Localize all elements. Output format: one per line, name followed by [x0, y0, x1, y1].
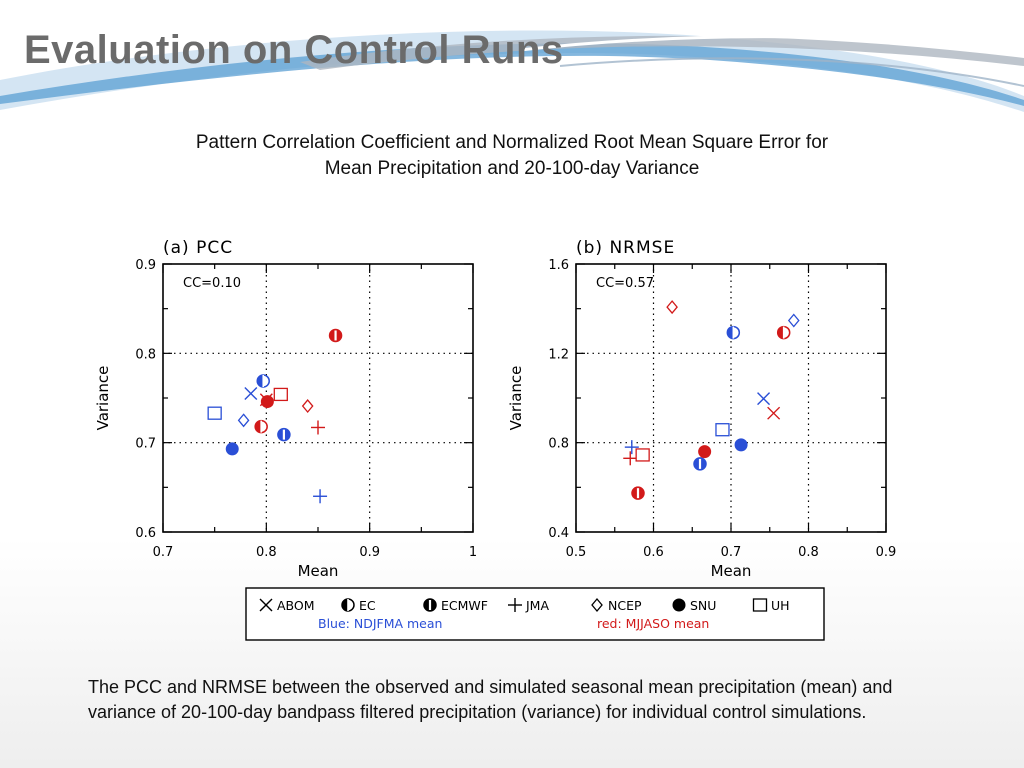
x-tick-label: 0.5 — [566, 545, 587, 560]
point-snu-blue — [734, 438, 748, 452]
point-snu-blue — [225, 442, 239, 456]
subtitle-line-2: Mean Precipitation and 20-100-day Varian… — [324, 158, 700, 179]
legend-label-ecmwf: ECMWF — [441, 598, 488, 613]
point-jma-blue — [313, 489, 328, 504]
subtitle-line-1: Pattern Correlation Coefficient and Norm… — [195, 132, 829, 153]
x-tick-label: 0.8 — [798, 545, 819, 560]
point-uh-blue — [207, 406, 222, 420]
chart-title: (b) NRMSE — [576, 238, 675, 258]
y-tick-label: 1.2 — [548, 347, 569, 362]
point-ec-red — [254, 419, 268, 434]
y-axis-label: Variance — [507, 366, 525, 431]
legend-marker-jma — [508, 598, 522, 612]
chart-pcc: 0.7 0.8 0.9 1 0.6 0.7 0.8 0.9 (a) PCC CC=0.10 Mean… — [94, 238, 477, 580]
legend-box — [245, 587, 825, 641]
legend-label-ncep: NCEP — [608, 598, 642, 613]
legend-marker-abom — [259, 598, 273, 612]
point-abom-red — [767, 406, 781, 420]
point-ncep-blue — [787, 313, 800, 328]
x-tick-label: 0.7 — [721, 545, 742, 560]
point-jma-red — [623, 451, 638, 466]
point-snu-red — [698, 445, 712, 459]
point-snu-red — [260, 395, 274, 409]
point-uh-red — [273, 387, 288, 402]
figure-caption: The PCC and NRMSE between the observed a… — [88, 677, 893, 722]
cc-annotation: CC=0.57 — [596, 276, 654, 291]
legend-marker-ncep — [591, 597, 603, 613]
point-ncep-blue — [237, 413, 250, 428]
legend-marker-ec — [341, 598, 355, 612]
cc-annotation: CC=0.10 — [183, 276, 241, 291]
header-swoosh-decoration — [0, 30, 1024, 113]
x-axis-label: Mean — [298, 562, 339, 580]
y-tick-label: 0.9 — [135, 258, 156, 273]
legend-red-label: red: MJJASO mean — [597, 616, 709, 631]
legend-marker-snu — [672, 598, 686, 612]
y-tick-label: 1.6 — [548, 258, 569, 273]
y-tick-label: 0.8 — [135, 347, 156, 362]
scatter-charts: 0.7 0.8 0.9 1 0.6 0.7 0.8 0.9 (a) PCC CC=0.10 Mean… — [94, 238, 896, 641]
legend: ABOM EC ECMWF JMA NCEP SNU UH Blue: NDJFMA mean… — [245, 587, 825, 641]
point-ecmwf-blue — [277, 427, 291, 442]
point-jma-red — [311, 420, 325, 435]
point-ec-blue — [726, 325, 741, 340]
legend-label-snu: SNU — [690, 598, 716, 613]
point-ecmwf-red — [328, 328, 343, 343]
y-axis-label: Variance — [94, 366, 112, 431]
x-tick-label: 0.8 — [256, 545, 277, 560]
y-tick-label: 0.6 — [135, 526, 156, 541]
x-tick-label: 0.7 — [153, 545, 174, 560]
figure-subtitle: Pattern Correlation Coefficient and Norm… — [0, 130, 1024, 182]
x-tick-label: 1 — [469, 545, 477, 560]
x-tick-label: 0.9 — [876, 545, 897, 560]
legend-label-uh: UH — [771, 598, 790, 613]
point-uh-red — [635, 448, 650, 462]
point-ec-red — [776, 325, 791, 340]
point-ecmwf-red — [631, 486, 645, 500]
y-tick-label: 0.4 — [548, 526, 569, 541]
legend-label-ec: EC — [359, 598, 376, 613]
point-uh-blue — [715, 423, 730, 437]
slide-title: Evaluation on Control Runs — [24, 28, 564, 72]
point-abom-blue — [244, 387, 258, 401]
plot-frame — [575, 263, 887, 533]
legend-blue-label: Blue: NDJFMA mean — [318, 616, 442, 631]
legend-label-abom: ABOM — [277, 598, 315, 613]
x-tick-label: 0.6 — [643, 545, 664, 560]
legend-marker-uh — [752, 598, 768, 612]
point-ecmwf-blue — [693, 457, 707, 471]
y-tick-label: 0.7 — [135, 437, 156, 452]
chart-title: (a) PCC — [163, 238, 233, 258]
chart-nrmse: 0.5 0.6 0.7 0.8 0.9 0.4 0.8 1.2 1.6 (b) NRMSE CC=0… — [507, 238, 896, 580]
x-tick-label: 0.9 — [359, 545, 380, 560]
point-ncep-red — [301, 399, 314, 414]
legend-marker-ecmwf — [423, 598, 437, 612]
point-ncep-red — [666, 300, 678, 315]
y-tick-label: 0.8 — [548, 437, 569, 452]
plot-frame — [162, 263, 474, 533]
x-axis-label: Mean — [711, 562, 752, 580]
point-abom-blue — [757, 392, 771, 406]
point-jma-blue — [624, 440, 639, 455]
point-ec-blue — [256, 374, 270, 388]
legend-label-jma: JMA — [525, 598, 549, 613]
